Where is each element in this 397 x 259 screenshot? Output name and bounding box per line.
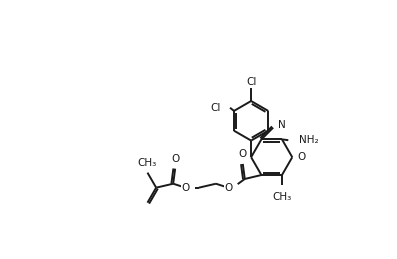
Text: CH₃: CH₃ — [272, 192, 292, 202]
Text: NH₂: NH₂ — [299, 135, 319, 145]
Text: O: O — [298, 152, 306, 162]
Text: O: O — [224, 183, 232, 193]
Text: O: O — [172, 154, 180, 164]
Text: CH₃: CH₃ — [138, 158, 157, 168]
Text: Cl: Cl — [246, 77, 256, 87]
Text: O: O — [238, 149, 246, 159]
Text: O: O — [181, 183, 189, 193]
Text: N: N — [278, 120, 286, 130]
Text: Cl: Cl — [210, 103, 221, 113]
